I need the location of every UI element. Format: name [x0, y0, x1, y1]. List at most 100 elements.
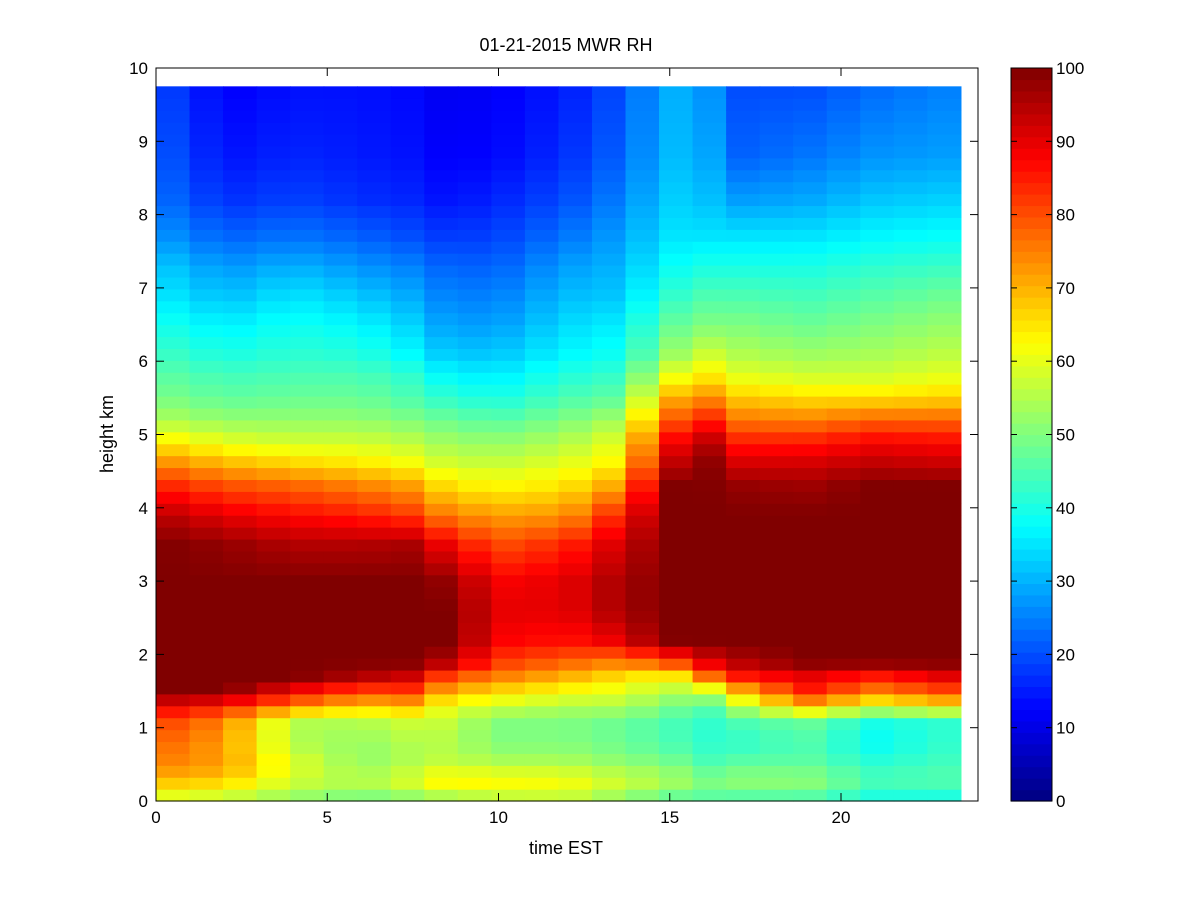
heatmap-cell — [457, 217, 492, 230]
heatmap-cell — [893, 550, 928, 564]
heatmap-cell — [156, 324, 191, 338]
heatmap-cell — [826, 646, 861, 659]
heatmap-cell — [323, 300, 358, 314]
heatmap-cell — [893, 98, 928, 111]
heatmap-cell — [826, 300, 861, 314]
heatmap-cell — [759, 467, 794, 480]
heatmap-cell — [424, 205, 459, 218]
heatmap-cell — [256, 241, 291, 254]
heatmap-cell — [491, 574, 526, 588]
colorbar-segment — [1011, 743, 1052, 756]
heatmap-cell — [223, 419, 258, 433]
heatmap-cell — [491, 431, 526, 445]
heatmap-cell — [524, 145, 560, 159]
heatmap-cell — [692, 217, 727, 230]
heatmap-cell — [524, 384, 560, 397]
heatmap-cell — [290, 431, 325, 445]
heatmap-cell — [491, 669, 526, 683]
heatmap-cell — [524, 407, 560, 421]
heatmap-cell — [860, 133, 895, 147]
heatmap-cell — [927, 479, 962, 492]
heatmap-cell — [323, 419, 358, 433]
heatmap-cell — [759, 407, 794, 421]
heatmap-cell — [625, 753, 660, 766]
heatmap-cell — [223, 181, 258, 195]
heatmap-cell — [223, 122, 258, 135]
heatmap-cell — [591, 276, 627, 290]
colorbar-segment — [1011, 148, 1052, 161]
heatmap-cell — [524, 705, 560, 719]
heatmap-cell — [424, 622, 459, 635]
heatmap-cell — [692, 658, 727, 671]
colorbar-segment — [1011, 423, 1052, 436]
heatmap-cell — [558, 253, 593, 266]
colorbar-segment — [1011, 102, 1052, 115]
heatmap-cell — [726, 789, 761, 802]
heatmap-cell — [793, 193, 828, 207]
heatmap-cell — [893, 336, 928, 349]
heatmap-cell — [390, 729, 425, 743]
heatmap-cell — [726, 360, 761, 373]
heatmap-cell — [290, 503, 325, 516]
heatmap-cell — [927, 384, 962, 397]
heatmap-cell — [223, 669, 258, 683]
heatmap-cell — [893, 777, 928, 790]
heatmap-cell — [457, 693, 492, 707]
heatmap-cell — [424, 479, 459, 492]
heatmap-cell — [826, 264, 861, 278]
heatmap-cell — [256, 407, 291, 421]
heatmap-cell — [323, 681, 358, 695]
heatmap-cell — [390, 586, 425, 600]
heatmap-cell — [223, 253, 258, 266]
heatmap-cell — [457, 312, 492, 326]
heatmap-cell — [659, 205, 694, 218]
colorbar-segment — [1011, 629, 1052, 642]
heatmap-cell — [591, 717, 627, 731]
heatmap-cell — [726, 598, 761, 612]
heatmap-cell — [223, 658, 258, 671]
heatmap-cell — [524, 717, 560, 731]
heatmap-cell — [927, 312, 962, 326]
heatmap-cell — [256, 646, 291, 659]
heatmap-cell — [256, 312, 291, 326]
heatmap-cell — [290, 705, 325, 719]
heatmap-cell — [357, 729, 392, 743]
heatmap-cell — [357, 407, 392, 421]
heatmap-cell — [323, 527, 358, 540]
colorbar-segment — [1011, 285, 1052, 298]
heatmap-cell — [290, 789, 325, 802]
heatmap-cell — [927, 538, 962, 552]
heatmap-cell — [323, 288, 358, 302]
heatmap-cell — [659, 86, 694, 99]
heatmap-cell — [256, 658, 291, 671]
heatmap-cell — [558, 324, 593, 338]
heatmap-cell — [860, 276, 895, 290]
heatmap-cell — [625, 634, 660, 647]
heatmap-cell — [189, 229, 224, 242]
heatmap-cell — [223, 598, 258, 612]
heatmap-cell — [156, 574, 191, 588]
heatmap-cell — [558, 610, 593, 623]
heatmap-cell — [893, 205, 928, 218]
heatmap-cell — [659, 360, 694, 373]
heatmap-cell — [927, 419, 962, 433]
heatmap-cell — [659, 241, 694, 254]
heatmap-cell — [290, 360, 325, 373]
heatmap-cell — [457, 98, 492, 111]
heatmap-cell — [156, 86, 191, 99]
heatmap-cell — [524, 288, 560, 302]
heatmap-cell — [860, 384, 895, 397]
heatmap-cell — [826, 145, 861, 159]
colorbar-segment — [1011, 663, 1052, 676]
heatmap-cell — [357, 348, 392, 361]
heatmap-cell — [625, 264, 660, 278]
heatmap-cell — [457, 729, 492, 743]
heatmap-cell — [826, 491, 861, 504]
heatmap-cell — [692, 86, 727, 99]
heatmap-cell — [927, 407, 962, 421]
heatmap-cell — [793, 538, 828, 552]
heatmap-cell — [893, 491, 928, 504]
heatmap-cell — [256, 598, 291, 612]
heatmap-cell — [726, 634, 761, 647]
heatmap-cell — [759, 669, 794, 683]
